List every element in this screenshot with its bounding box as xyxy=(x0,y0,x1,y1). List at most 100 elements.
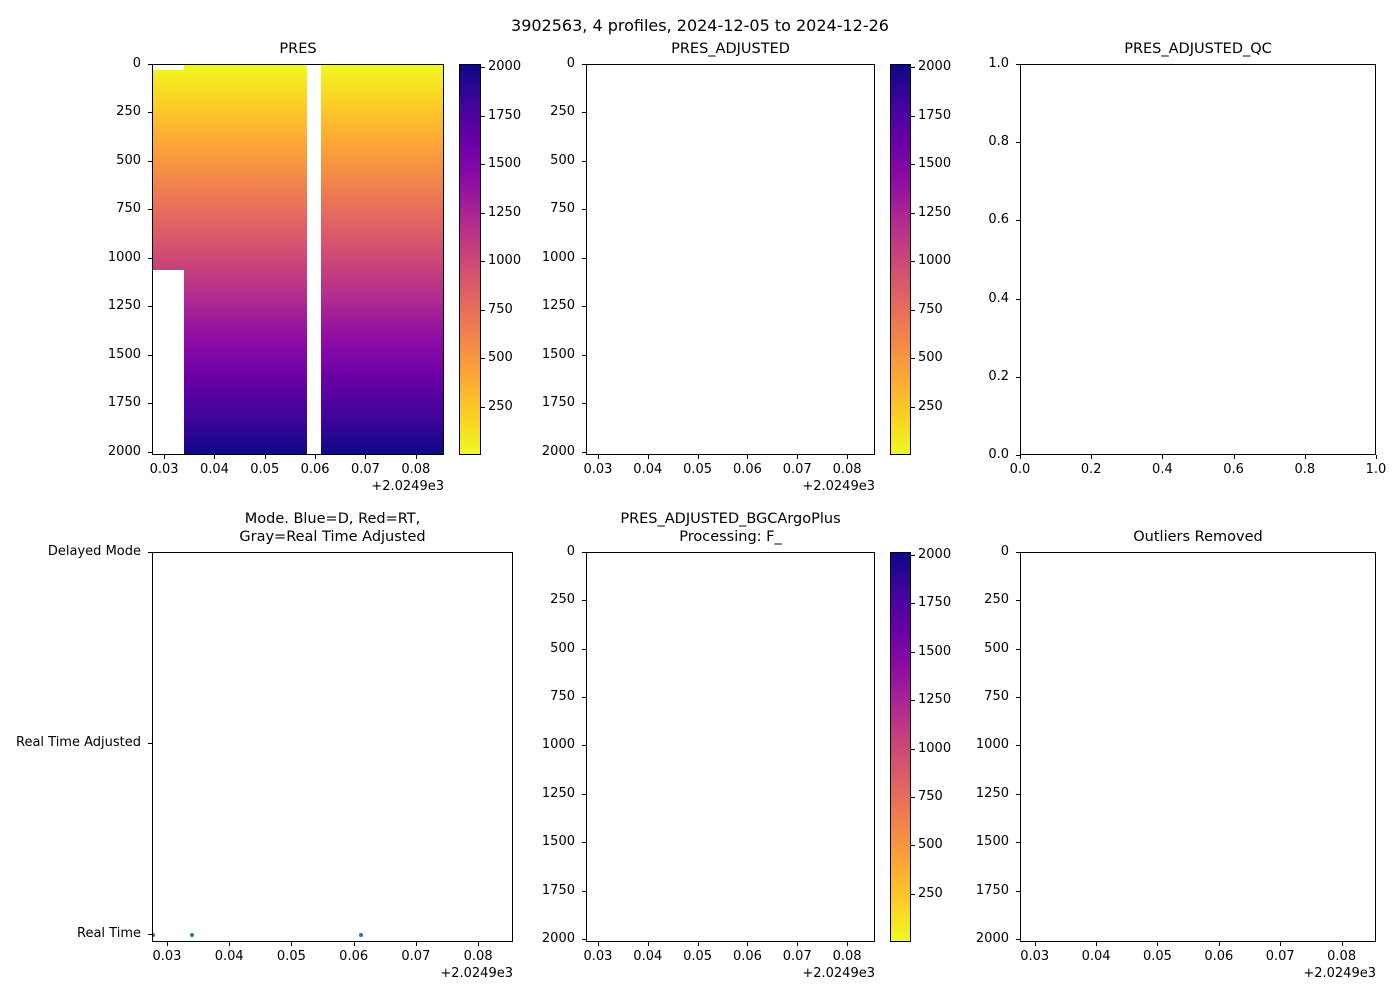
pres-colorbar-tick xyxy=(481,261,485,263)
pres-y-tick-label: 2000 xyxy=(107,443,141,459)
mode-x-tick xyxy=(291,942,293,946)
pres_adjusted_qc-x-tick-label: 0.0 xyxy=(1009,462,1031,477)
pres_adjusted-colorbar-tick xyxy=(911,406,915,408)
bgc_processing-y-tick-label: 2000 xyxy=(541,930,575,946)
pres-x-tick xyxy=(365,455,367,459)
pres_adjusted_qc-x-tick-label: 0.6 xyxy=(1223,462,1244,477)
pres_adjusted-x-tick-label: 0.05 xyxy=(683,462,713,477)
pres_adjusted-colorbar-tick-label: 2000 xyxy=(918,59,952,75)
pres-x-tick-label: 0.06 xyxy=(300,462,330,477)
pres_adjusted_qc-title-line: PRES_ADJUSTED_QC xyxy=(1124,41,1272,57)
bgc_processing-y-tick xyxy=(582,552,586,553)
pres_adjusted-x-tick-label: 0.07 xyxy=(782,462,812,477)
bgc_processing-colorbar-tick xyxy=(911,700,915,702)
pres_adjusted-colorbar-tick-label: 1000 xyxy=(918,253,952,269)
pres_adjusted-y-tick xyxy=(582,64,586,65)
pres_adjusted-y-tick-label: 1750 xyxy=(541,395,575,411)
mode-y-tick xyxy=(148,743,152,745)
pres-colorbar-tick-label: 1750 xyxy=(488,107,522,123)
pres_adjusted_qc-y-tick xyxy=(1016,220,1020,222)
bgc_processing-axes xyxy=(586,552,875,942)
bgc_processing-colorbar-tick xyxy=(911,748,915,750)
pres-colorbar-tick xyxy=(481,212,485,214)
bgc_processing-y-tick xyxy=(582,842,586,844)
pres-y-tick-label: 500 xyxy=(116,152,141,168)
pres-heatmap-block xyxy=(321,65,443,454)
mode-scatter-point xyxy=(153,932,155,937)
bgc_processing-y-tick-label: 500 xyxy=(550,640,575,656)
pres_adjusted_qc-y-tick-label: 1.0 xyxy=(988,56,1009,71)
outliers_removed-y-tick-label: 500 xyxy=(984,640,1009,656)
outliers_removed-y-tick-label: 0 xyxy=(1000,544,1009,559)
bgc_processing-y-tick xyxy=(582,793,586,795)
outliers_removed-y-tick xyxy=(1016,793,1020,795)
pres_adjusted-x-tick-label: 0.06 xyxy=(732,462,762,477)
outliers_removed-y-tick xyxy=(1016,938,1020,940)
mode-title-line: Gray=Real Time Adjusted xyxy=(239,529,426,545)
pres-heatmap-block xyxy=(184,65,308,454)
pres-x-tick-label: 0.03 xyxy=(149,462,179,477)
pres_adjusted-x-tick xyxy=(647,455,649,459)
outliers_removed-x-tick xyxy=(1341,942,1343,946)
outliers_removed-x-tick xyxy=(1218,942,1220,946)
outliers_removed-x-tick-label: 0.03 xyxy=(1020,949,1050,964)
bgc_processing-y-tick-label: 1750 xyxy=(541,882,575,898)
pres-y-tick xyxy=(148,209,152,211)
pres_adjusted_qc-x-tick xyxy=(1020,455,1021,459)
outliers_removed-y-tick-label: 250 xyxy=(984,592,1009,608)
bgc_processing-x-tick xyxy=(797,942,799,946)
outliers_removed-y-tick xyxy=(1016,552,1020,553)
pres_adjusted_qc-y-tick-label: 0.4 xyxy=(988,290,1009,306)
figure-title: 3902563, 4 profiles, 2024-12-05 to 2024-… xyxy=(511,16,889,35)
pres_adjusted-colorbar-tick xyxy=(911,358,915,360)
pres-colorbar-tick-label: 1250 xyxy=(488,204,522,220)
pres_adjusted-y-tick xyxy=(582,306,586,308)
pres-x-tick-label: 0.05 xyxy=(250,462,280,477)
bgc_processing-x-tick-label: 0.07 xyxy=(782,949,812,964)
pres-colorbar-tick-label: 750 xyxy=(488,301,513,317)
bgc_processing-colorbar-tick-label: 500 xyxy=(918,837,943,853)
pres_adjusted-y-tick-label: 2000 xyxy=(541,443,575,459)
pres_adjusted-y-tick xyxy=(582,257,586,259)
outliers_removed-x-tick xyxy=(1096,942,1098,946)
pres_adjusted_qc-x-tick xyxy=(1376,455,1377,459)
outliers_removed-y-tick-label: 2000 xyxy=(975,930,1009,946)
outliers_removed-x-tick xyxy=(1157,942,1159,946)
mode-x-tick-label: 0.04 xyxy=(214,949,244,964)
pres_adjusted-colorbar-tick xyxy=(911,309,915,311)
outliers_removed-y-tick-label: 1250 xyxy=(975,785,1009,801)
outliers_removed-x-tick-label: 0.08 xyxy=(1327,949,1357,964)
bgc_processing-x-tick-label: 0.08 xyxy=(832,949,862,964)
pres_adjusted-colorbar-tick-label: 1750 xyxy=(918,107,952,123)
bgc_processing-x-tick-label: 0.05 xyxy=(683,949,713,964)
pres-colorbar-tick-label: 1000 xyxy=(488,253,522,269)
bgc_processing-colorbar-tick xyxy=(911,796,915,798)
pres_adjusted-y-tick-label: 0 xyxy=(566,56,575,71)
bgc_processing-colorbar-tick xyxy=(911,603,915,605)
pres_adjusted-x-tick xyxy=(847,455,849,459)
pres-x-tick-label: 0.07 xyxy=(350,462,380,477)
mode-x-tick xyxy=(166,942,168,946)
pres_adjusted_qc-x-tick-label: 1.0 xyxy=(1365,462,1387,477)
pres-x-offset-label: +2.0249e3 xyxy=(371,479,444,494)
mode-scatter-point xyxy=(358,932,363,937)
pres_adjusted_qc-x-tick-label: 0.4 xyxy=(1152,462,1173,477)
pres-y-tick-label: 1500 xyxy=(107,346,141,362)
pres-y-tick xyxy=(148,112,152,114)
pres_adjusted-colorbar-tick xyxy=(911,212,915,214)
pres_adjusted-colorbar-tick-label: 1250 xyxy=(918,204,952,220)
pres_adjusted-colorbar-tick-label: 500 xyxy=(918,350,943,366)
pres_adjusted_qc-x-tick xyxy=(1233,455,1235,459)
pres-colorbar-tick xyxy=(481,406,485,408)
pres-x-tick xyxy=(415,455,417,459)
pres-x-tick xyxy=(164,455,166,459)
outliers_removed-y-tick-label: 1750 xyxy=(975,882,1009,898)
bgc_processing-y-tick xyxy=(582,648,586,650)
outliers_removed-y-tick xyxy=(1016,648,1020,650)
pres-y-tick xyxy=(148,257,152,259)
mode-plot-area xyxy=(153,553,512,941)
bgc_processing-colorbar-tick-label: 1000 xyxy=(918,740,952,756)
bgc_processing-colorbar-tick xyxy=(911,651,915,653)
mode-y-category-label: Delayed Mode xyxy=(47,544,141,559)
bgc_processing-colorbar-tick-label: 1250 xyxy=(918,692,952,708)
